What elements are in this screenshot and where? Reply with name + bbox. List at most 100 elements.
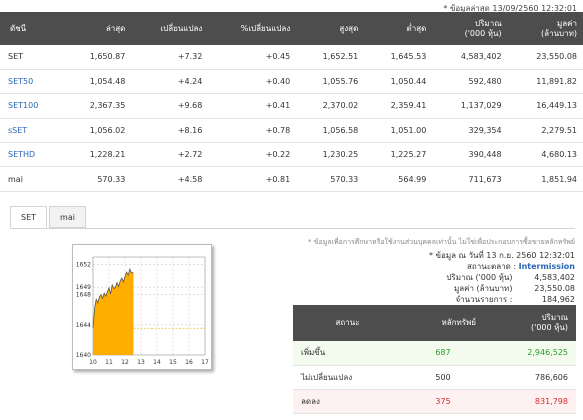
pct-change-value: +0.22 — [208, 142, 297, 168]
col-pct-change[interactable]: %เปลี่ยนแปลง — [208, 12, 297, 45]
value-value: 23,550.08 — [534, 284, 575, 293]
high-value: 2,370.02 — [296, 93, 365, 119]
index-name[interactable]: sSET — [0, 118, 64, 144]
x-tick-label: 10 — [89, 359, 97, 366]
volume-value: 4,583,402 — [432, 45, 508, 70]
market-status-label: สถานะตลาด : — [467, 262, 517, 271]
low-value: 1,051.00 — [364, 118, 433, 144]
as-of-date: * ข้อมูล ณ วันที่ 13 ก.ย. 2560 12:32:01 — [429, 251, 575, 260]
deals-row: จำนวนรายการ : 184,962 — [275, 294, 575, 305]
last-value: 2,367.35 — [63, 93, 132, 119]
volume-label: ปริมาณ ('000 หุ้น) — [446, 273, 513, 282]
index-name: SET — [0, 45, 64, 70]
col-volume[interactable]: ปริมาณ ('000 หุ้น) — [432, 12, 508, 45]
volume-value: 4,583,402 — [534, 273, 575, 282]
tab-divider — [10, 228, 575, 229]
stat-row: ลดลง 375 831,798 — [293, 389, 576, 414]
x-tick-label: 17 — [201, 359, 209, 366]
value-row: มูลค่า (ล้านบาท) 23,550.08 — [275, 283, 575, 294]
volume-value: 390,448 — [432, 142, 508, 168]
stat-volume: 2,946,525 — [484, 341, 576, 366]
stat-status: ลดลง — [293, 389, 402, 414]
deals-value: 184,962 — [541, 295, 575, 304]
price-area — [93, 269, 134, 355]
last-value: 1,228.21 — [63, 142, 132, 168]
stat-table-header: สถานะ หลักทรัพย์ ปริมาณ ('000 หุ้น) — [293, 305, 576, 341]
change-value: +4.58 — [131, 166, 209, 192]
disclaimer-text: * ข้อมูลเพื่อการศึกษาหรือใช้งานส่วนบุคคล… — [308, 238, 575, 246]
price-line — [92, 267, 134, 328]
market-status-row: สถานะตลาด : Intermission — [275, 261, 575, 272]
intraday-chart: 10 11 12 13 14 15 16 17 1640 1644 1648 1649 1652 — [72, 244, 212, 370]
index-name[interactable]: SETHD — [0, 142, 64, 168]
stat-row: ไม่เปลี่ยนแปลง 500 786,606 — [293, 365, 576, 390]
stat-status: ไม่เปลี่ยนแปลง — [293, 365, 402, 390]
volume-value: 711,673 — [432, 166, 508, 192]
x-tick-label: 13 — [137, 359, 145, 366]
change-value: +4.24 — [131, 69, 209, 95]
advance-decline-table: สถานะ หลักทรัพย์ ปริมาณ ('000 หุ้น) เพิ่… — [293, 305, 576, 414]
col-low[interactable]: ต่ำสุด — [364, 12, 433, 45]
value-value: 1,851.94 — [507, 166, 583, 192]
y-tick-label: 1640 — [76, 352, 91, 359]
x-tick-label: 16 — [185, 359, 193, 366]
table-row: mai 570.33 +4.58 +0.81 570.33 564.99 711,673 1,… — [0, 166, 583, 192]
low-value: 1,050.44 — [364, 69, 433, 95]
low-value: 564.99 — [364, 166, 433, 192]
tab-set[interactable]: SET — [10, 206, 48, 228]
volume-value: 1,137,029 — [432, 93, 508, 119]
col-status: สถานะ — [293, 305, 402, 341]
col-index-name[interactable]: ดัชนี — [0, 12, 64, 45]
high-value: 570.33 — [296, 166, 365, 192]
index-table-header: ดัชนี ล่าสุด เปลี่ยนแปลง %เปลี่ยนแปลง สู… — [0, 12, 583, 45]
x-tick-label: 14 — [153, 359, 161, 366]
table-row: SET100 2,367.35 +9.68 +0.41 2,370.02 2,359.41… — [0, 93, 583, 119]
index-name[interactable]: SET100 — [0, 93, 64, 119]
low-value: 2,359.41 — [364, 93, 433, 119]
low-value: 1,225.27 — [364, 142, 433, 168]
tab-mai[interactable]: mai — [49, 206, 86, 228]
index-name[interactable]: SET50 — [0, 69, 64, 95]
table-row: SETHD 1,228.21 +2.72 +0.22 1,230.25 1,225.27 3… — [0, 142, 583, 168]
value-value: 4,680.13 — [507, 142, 583, 168]
change-value: +9.68 — [131, 93, 209, 119]
col-value[interactable]: มูลค่า (ล้านบาท) — [507, 12, 583, 45]
value-value: 11,891.82 — [507, 69, 583, 95]
high-value: 1,056.58 — [296, 118, 365, 144]
volume-value: 329,354 — [432, 118, 508, 144]
col-change[interactable]: เปลี่ยนแปลง — [131, 12, 209, 45]
volume-row: ปริมาณ ('000 หุ้น) 4,583,402 — [275, 272, 575, 283]
stat-count: 500 — [402, 365, 484, 390]
col-securities: หลักทรัพย์ — [402, 305, 484, 341]
value-value: 16,449.13 — [507, 93, 583, 119]
stat-volume: 831,798 — [484, 389, 576, 414]
pct-change-value: +0.41 — [208, 93, 297, 119]
market-tabs: SET mai — [10, 206, 88, 228]
table-row: SET 1,650.87 +7.32 +0.45 1,652.51 1,645.53 4,5… — [0, 45, 583, 70]
last-value: 1,650.87 — [63, 45, 132, 70]
pct-change-value: +0.78 — [208, 118, 297, 144]
volume-value: 592,480 — [432, 69, 508, 95]
low-value: 1,645.53 — [364, 45, 433, 70]
stat-volume: 786,606 — [484, 365, 576, 390]
value-value: 23,550.08 — [507, 45, 583, 70]
x-tick-label: 11 — [105, 359, 113, 366]
deals-label: จำนวนรายการ : — [455, 295, 513, 304]
col-high[interactable]: สูงสุด — [296, 12, 365, 45]
value-label: มูลค่า (ล้านบาท) — [453, 284, 513, 293]
table-row: SET50 1,054.48 +4.24 +0.40 1,055.76 1,050.44 5… — [0, 69, 583, 95]
y-tick-label: 1649 — [76, 284, 91, 291]
y-tick-label: 1652 — [76, 262, 91, 269]
market-status-value: Intermission — [518, 262, 575, 271]
last-value: 1,054.48 — [63, 69, 132, 95]
high-value: 1,230.25 — [296, 142, 365, 168]
pct-change-value: +0.81 — [208, 166, 297, 192]
x-tick-label: 12 — [121, 359, 129, 366]
stat-count: 375 — [402, 389, 484, 414]
index-name: mai — [0, 166, 64, 192]
last-update-timestamp: * ข้อมูลล่าสุด 13/09/2560 12:32:01 — [443, 4, 577, 13]
change-value: +7.32 — [131, 45, 209, 70]
x-tick-label: 15 — [169, 359, 177, 366]
col-last[interactable]: ล่าสุด — [63, 12, 132, 45]
change-value: +8.16 — [131, 118, 209, 144]
